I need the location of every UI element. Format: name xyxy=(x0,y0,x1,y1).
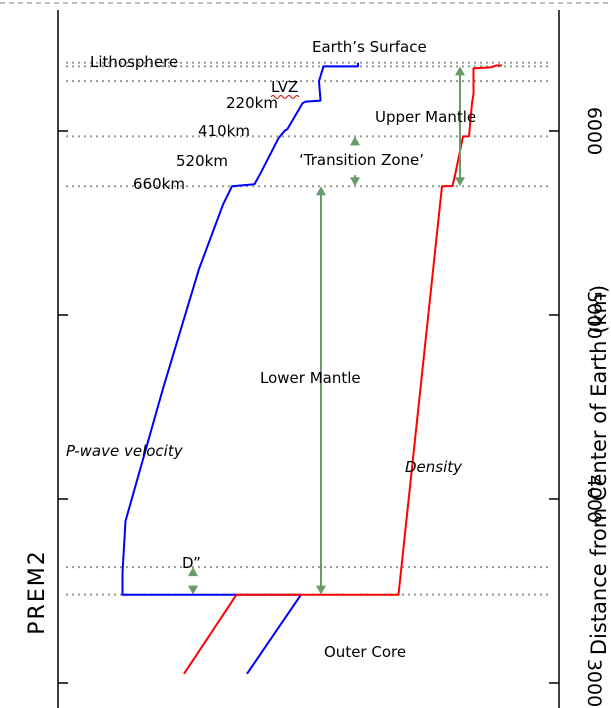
depth-520-label: 520km xyxy=(176,152,228,170)
earth-surface-label: Earth’s Surface xyxy=(312,38,427,56)
upper-mantle-arrow-head-up xyxy=(455,66,465,76)
right-axis-ticks xyxy=(549,130,559,684)
depth-220-label: 220km xyxy=(226,94,278,112)
tick-label-3000: 3000 xyxy=(583,659,605,707)
lower-mantle-arrow-head-down xyxy=(316,585,326,595)
region-arrows xyxy=(188,66,465,595)
tick-label-4000: 4000 xyxy=(583,475,605,523)
tick-label-5000: 5000 xyxy=(583,291,605,339)
d-double-prime-arrow-head-down xyxy=(188,585,198,595)
transition-zone-arrow-head-up xyxy=(350,136,360,146)
y-axis-label: Distance from Center of Earth (km) xyxy=(587,285,611,655)
left-axis-ticks xyxy=(58,130,68,684)
depth-410-label: 410km xyxy=(198,122,250,140)
lower-mantle-label: Lower Mantle xyxy=(260,369,361,387)
upper-mantle-arrow-head-down xyxy=(455,177,465,187)
density-label: Density xyxy=(405,458,463,476)
lvz-label: LVZ xyxy=(271,78,298,96)
data-series xyxy=(121,62,502,675)
d-double-prime-arrow xyxy=(188,567,198,595)
lower-mantle-arrow-head-up xyxy=(316,186,326,196)
outer-core-label: Outer Core xyxy=(324,643,406,661)
transition-zone-arrow-head-down xyxy=(350,177,360,187)
p-wave-label: P-wave velocity xyxy=(66,442,184,460)
lower-mantle-arrow xyxy=(316,186,326,595)
depth-660-label: 660km xyxy=(133,175,185,193)
upper-mantle-arrow xyxy=(455,66,465,187)
d-double-prime-arrow-head-up xyxy=(188,567,198,577)
lithosphere-label: Lithosphere xyxy=(90,53,178,71)
upper-mantle-label: Upper Mantle xyxy=(375,108,476,126)
model-label: PREM2 xyxy=(25,549,50,634)
series-density-line xyxy=(183,64,502,675)
lvz-underline xyxy=(270,95,300,99)
series-p-wave-velocity-line xyxy=(121,62,359,675)
tick-label-6000: 6000 xyxy=(583,107,605,155)
transition-zone-label: ‘Transition Zone’ xyxy=(299,151,424,169)
layer-boundaries xyxy=(66,61,551,596)
transition-zone-arrow xyxy=(350,136,360,187)
d-double-prime-label: D” xyxy=(182,554,201,572)
